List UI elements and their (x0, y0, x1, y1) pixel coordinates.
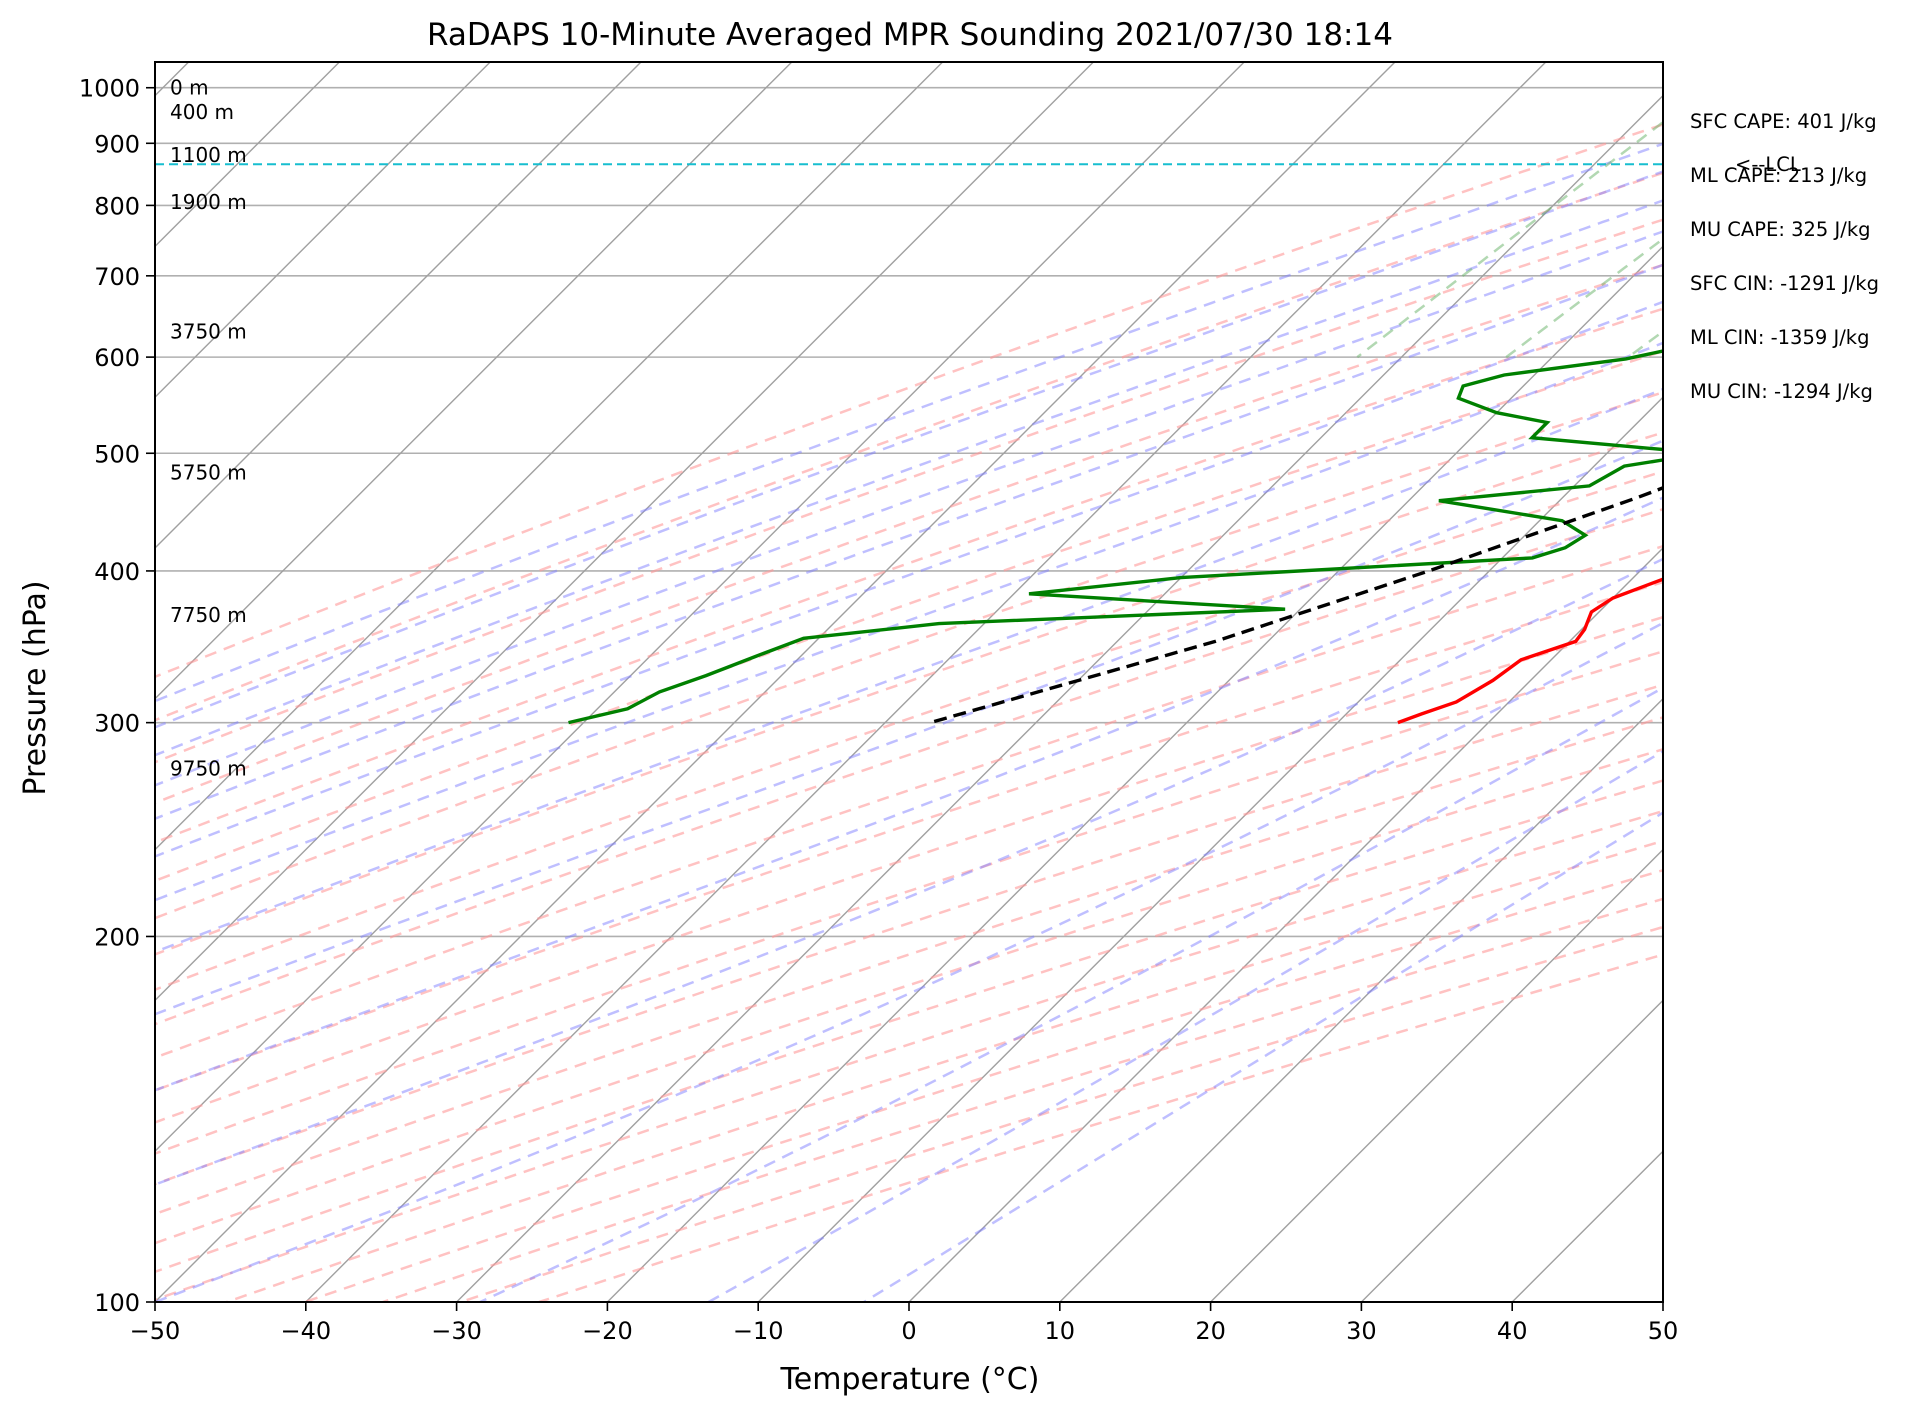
y-tick-label: 300 (94, 710, 140, 738)
isotherm-line (155, 62, 491, 399)
mixing-ratio-line (1356, 120, 1663, 359)
data-series (568, 349, 1663, 725)
height-label: 3750 m (170, 319, 247, 343)
moist-adiabat-line (479, 686, 1663, 1302)
dry-adiabat-line (155, 507, 1663, 1026)
dry-adiabat-line (155, 391, 1663, 920)
x-axis: −50 −40 −30 −20 −10 0 10 20 30 40 50 (130, 1302, 1679, 1345)
y-tick-label: 1000 (79, 75, 140, 103)
height-label: 1100 m (170, 143, 247, 167)
moist-adiabat-line (155, 387, 1663, 954)
dry-adiabat-line (155, 218, 1663, 764)
moist-adiabat-line (155, 263, 1663, 821)
isotherm-line (1360, 999, 1663, 1302)
isotherm-line (1210, 848, 1663, 1302)
isotherm-line (155, 62, 793, 700)
x-tick-label: 0 (901, 1317, 916, 1345)
height-label: 5750 m (170, 461, 247, 485)
dry-adiabat-line (155, 615, 1663, 1124)
dry-adiabat-line (155, 349, 1663, 883)
moist-adiabat-line (155, 557, 1663, 1186)
stability-index: SFC CAPE: 401 J/kg (1690, 110, 1877, 133)
y-axis-label: Pressure (hPa) (18, 580, 53, 795)
stability-index: SFC CIN: -1291 J/kg (1690, 272, 1879, 295)
isotherm-line (606, 245, 1663, 1302)
chart-title: RaDAPS 10-Minute Averaged MPR Sounding 2… (427, 17, 1393, 53)
height-label: 7750 m (170, 603, 247, 627)
stability-index: MU CIN: -1294 J/kg (1690, 380, 1873, 403)
temperature-trace (1397, 577, 1663, 725)
y-tick-label: 200 (94, 923, 140, 951)
x-tick-label: 30 (1346, 1317, 1377, 1345)
x-tick-label: −10 (733, 1317, 784, 1345)
isotherm-line (757, 396, 1663, 1302)
moist-adiabat-line (155, 621, 1663, 1302)
x-tick-label: −20 (582, 1317, 633, 1345)
moist-adiabat-line (155, 496, 1663, 1092)
isotherm-line (908, 547, 1663, 1302)
x-axis-label: Temperature (°C) (780, 1362, 1040, 1397)
dry-adiabat-line (155, 263, 1663, 805)
y-tick-label: 100 (94, 1289, 140, 1317)
isotherm-line (155, 62, 1245, 1153)
y-tick-label: 700 (94, 263, 140, 291)
y-axis: 1000 900 800 700 600 500 400 300 200 100 (79, 75, 155, 1317)
height-label: 9750 m (170, 757, 247, 781)
x-tick-label: −30 (431, 1317, 482, 1345)
moist-adiabat-line (155, 142, 1663, 703)
moist-adiabat-line (707, 749, 1663, 1302)
dewpoint-trace (568, 349, 1663, 725)
moist-adiabat-line (155, 170, 1663, 729)
stability-index: MU CAPE: 325 J/kg (1690, 218, 1871, 241)
moist-adiabat-line (155, 341, 1663, 902)
y-tick-label: 900 (94, 130, 140, 158)
x-tick-label: −50 (130, 1317, 181, 1345)
dry-adiabat-line (155, 307, 1663, 844)
isotherm-line (305, 62, 1547, 1302)
stability-index: ML CIN: -1359 J/kg (1690, 326, 1869, 349)
background-lines (155, 62, 1663, 1302)
x-tick-label: 50 (1648, 1317, 1679, 1345)
dry-adiabat-line (155, 747, 1663, 1245)
height-label: 400 m (170, 100, 234, 124)
x-tick-label: 20 (1195, 1317, 1226, 1345)
lcl-label: <--LCL (1735, 153, 1801, 176)
y-tick-label: 600 (94, 344, 140, 372)
y-tick-label: 500 (94, 440, 140, 468)
dry-adiabat-line (155, 683, 1663, 1186)
moist-adiabat-line (155, 230, 1663, 787)
height-label: 0 m (170, 76, 209, 100)
y-tick-label: 400 (94, 558, 140, 586)
mixing-ratio-line (1505, 237, 1663, 359)
x-tick-label: 40 (1497, 1317, 1528, 1345)
dry-adiabat-line (155, 431, 1663, 956)
stability-indices: SFC CAPE: 401 J/kg ML CAPE: 213 J/kg MU CA… (1690, 110, 1879, 403)
isotherm-line (155, 62, 944, 851)
isotherm-line (155, 62, 1396, 1302)
moist-adiabat-line (155, 300, 1663, 858)
dry-adiabat-line (155, 580, 1663, 1092)
height-label: 1900 m (170, 190, 247, 214)
x-tick-label: 10 (1045, 1317, 1076, 1345)
isotherm-line (1059, 697, 1663, 1302)
x-tick-label: −40 (280, 1317, 331, 1345)
y-tick-label: 800 (94, 192, 140, 220)
stability-index: ML CAPE: 213 J/kg (1690, 164, 1867, 187)
isotherm-line (155, 62, 642, 549)
